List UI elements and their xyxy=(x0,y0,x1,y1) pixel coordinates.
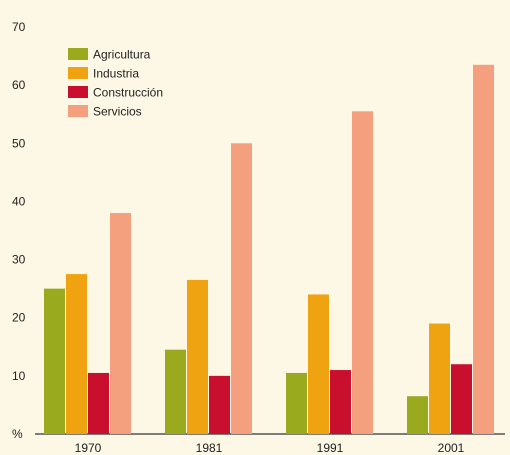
bar-servicios-1991 xyxy=(352,111,373,435)
legend-swatch xyxy=(68,67,88,79)
legend-label: Servicios xyxy=(93,105,142,119)
bar-industria-2001 xyxy=(429,323,450,434)
y-axis-label: % xyxy=(12,427,23,441)
legend-label: Industria xyxy=(93,67,139,81)
y-tick-label: 20 xyxy=(12,311,26,325)
legend-label: Construcción xyxy=(93,86,163,100)
x-tick-label: 1970 xyxy=(75,441,102,455)
y-tick-label: 30 xyxy=(12,253,26,267)
bar-servicios-1970 xyxy=(110,213,131,434)
bar-agricultura-1970 xyxy=(44,288,65,434)
bar-industria-1970 xyxy=(66,274,87,434)
x-tick-label: 1991 xyxy=(317,441,344,455)
bar-construccin-1991 xyxy=(330,370,351,434)
x-axis-ticks: 1970 1981 1991 2001 xyxy=(75,441,465,455)
bar-servicios-2001 xyxy=(473,64,494,435)
y-tick-label: 70 xyxy=(12,20,26,34)
bar-industria-1991 xyxy=(308,294,329,434)
legend: Agricultura Industria Construcción Servicio… xyxy=(68,48,163,119)
bar-agricultura-1991 xyxy=(286,372,307,434)
legend-swatch xyxy=(68,105,88,117)
legend-swatch xyxy=(68,48,88,60)
bar-industria-1981 xyxy=(187,279,208,434)
y-axis-ticks: 10 20 30 40 50 60 70 xyxy=(12,20,26,383)
bar-construccin-1981 xyxy=(209,375,230,434)
y-tick-label: 60 xyxy=(12,78,26,92)
bar-agricultura-2001 xyxy=(407,396,428,434)
legend-label: Agricultura xyxy=(93,48,151,62)
bar-construccin-1970 xyxy=(88,372,109,434)
bar-construccin-2001 xyxy=(451,364,472,434)
x-tick-label: 2001 xyxy=(438,441,465,455)
bar-servicios-1981 xyxy=(231,143,252,435)
bar-agricultura-1981 xyxy=(165,349,186,434)
y-tick-label: 40 xyxy=(12,194,26,208)
x-tick-label: 1981 xyxy=(196,441,223,455)
bars-group xyxy=(44,64,494,435)
y-tick-label: 50 xyxy=(12,136,26,150)
legend-swatch xyxy=(68,86,88,98)
y-tick-label: 10 xyxy=(12,369,26,383)
